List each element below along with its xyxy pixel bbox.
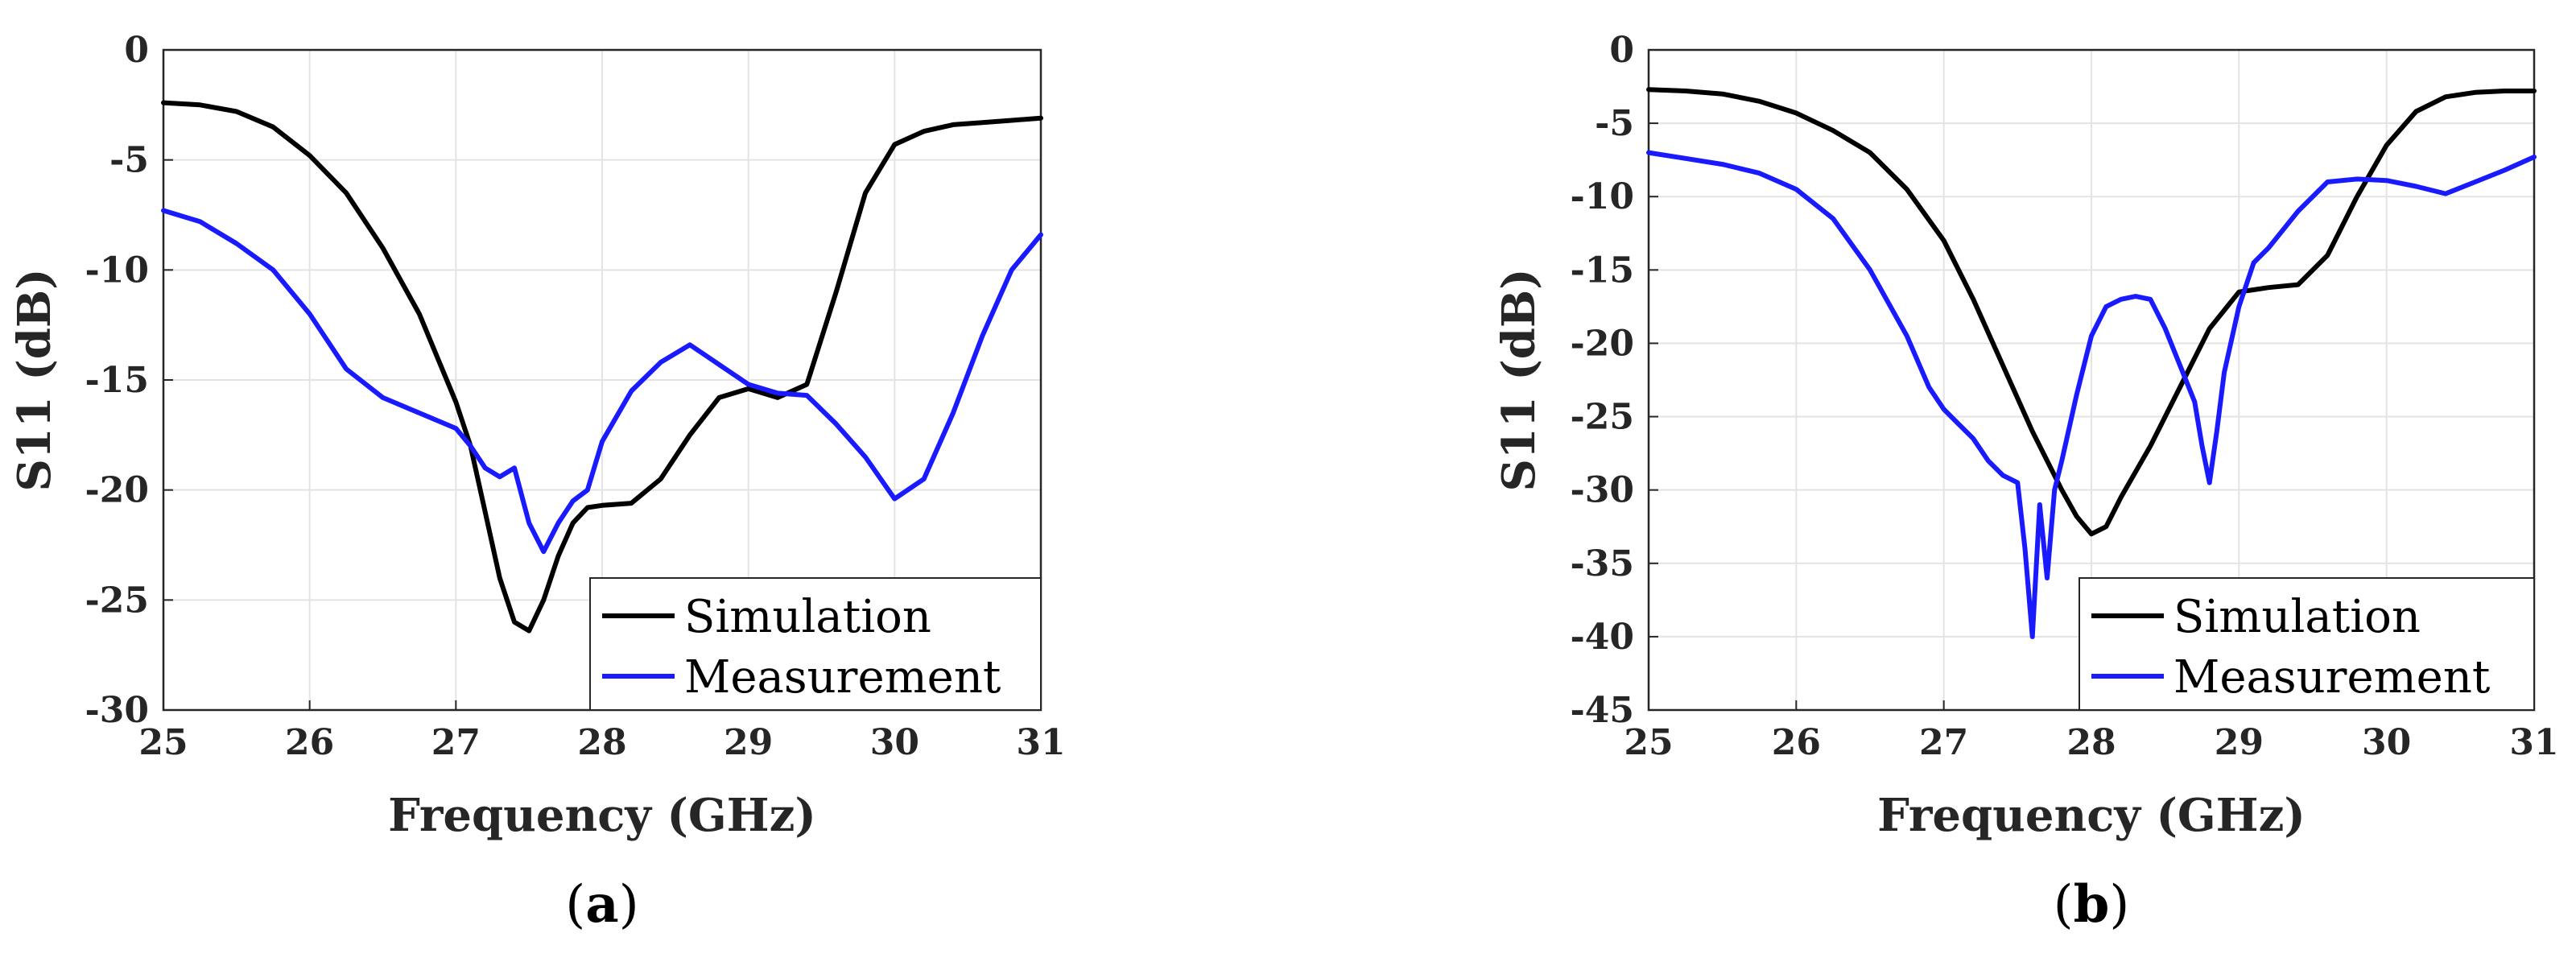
x-tick-label: 28: [2066, 722, 2116, 763]
y-tick-label: -10: [1571, 176, 1635, 217]
y-axis-label: S11 (dB): [1492, 268, 1546, 491]
x-axis-label: Frequency (GHz): [388, 789, 816, 842]
y-tick-label: -30: [85, 690, 150, 731]
y-tick-label: -10: [85, 250, 150, 291]
y-tick-label: -35: [1571, 543, 1635, 584]
y-tick-label: -5: [1595, 103, 1634, 144]
legend: Simulation Measurement: [589, 577, 1042, 711]
y-tick-label: -20: [85, 470, 150, 511]
y-tick-label: -20: [1571, 323, 1635, 364]
y-tick-label: -40: [1571, 617, 1635, 658]
y-tick-label: -15: [1571, 250, 1635, 291]
x-tick-label: 29: [2215, 722, 2264, 763]
series-lines: [1646, 87, 2537, 639]
panel-caption-letter: b: [2074, 874, 2110, 935]
legend: Simulation Measurement: [2079, 577, 2535, 711]
x-tick-label: 30: [870, 722, 919, 763]
legend-box: [589, 577, 1042, 711]
x-tick-label: 25: [138, 722, 188, 763]
x-tick-label: 25: [1624, 722, 1673, 763]
y-tick-label: -45: [1571, 690, 1635, 731]
x-tick-label: 31: [1016, 722, 1065, 763]
y-tick-label: -15: [85, 360, 150, 401]
series-line-measurement: [1646, 150, 2537, 639]
y-tick-label: 0: [1609, 30, 1634, 71]
y-tick-label: -30: [1571, 470, 1635, 511]
y-tick-labels: 0 -5 -10 -15 -20 -25 -30 -35 -40 -45: [1571, 30, 1658, 731]
x-tick-label: 29: [724, 722, 773, 763]
panel-caption: (a): [565, 874, 638, 935]
x-tick-label: 30: [2362, 722, 2411, 763]
panel-a: 25 26 27 28 29 30 31 0 -5 -10 -15 -20 -25 -30 S11 (d…: [8, 30, 1066, 935]
series-line-simulation: [161, 100, 1043, 634]
series-lines: [161, 100, 1043, 634]
panel-caption: (b): [2054, 874, 2130, 935]
x-tick-label: 31: [2509, 722, 2558, 763]
legend-label-simulation: Simulation: [2174, 591, 2421, 643]
x-tick-label: 27: [1919, 722, 1968, 763]
series-line-simulation: [1646, 87, 2537, 537]
y-tick-label: 0: [124, 30, 149, 71]
legend-label-measurement: Measurement: [684, 651, 1001, 704]
y-tick-label: -25: [1571, 397, 1635, 438]
legend-label-simulation: Simulation: [684, 591, 931, 643]
y-tick-label: -25: [85, 580, 150, 621]
y-tick-labels: 0 -5 -10 -15 -20 -25 -30: [85, 30, 173, 731]
x-tick-labels: 25 26 27 28 29 30 31: [138, 700, 1066, 763]
legend-box: [2079, 577, 2535, 711]
y-axis-label: S11 (dB): [8, 268, 61, 491]
x-tick-label: 27: [431, 722, 481, 763]
series-line-measurement: [161, 208, 1043, 555]
y-tick-label: -5: [109, 140, 149, 181]
x-tick-label: 26: [1772, 722, 1821, 763]
panel-b: 25 26 27 28 29 30 31 0 -5 -10 -15 -20 -25 -30 -35 -40 -…: [1492, 30, 2559, 935]
legend-label-measurement: Measurement: [2174, 651, 2491, 704]
panel-caption-letter: a: [585, 874, 618, 935]
x-tick-label: 26: [285, 722, 334, 763]
x-axis-label: Frequency (GHz): [1877, 789, 2306, 842]
x-tick-label: 28: [577, 722, 626, 763]
x-tick-labels: 25 26 27 28 29 30 31: [1624, 700, 2559, 763]
